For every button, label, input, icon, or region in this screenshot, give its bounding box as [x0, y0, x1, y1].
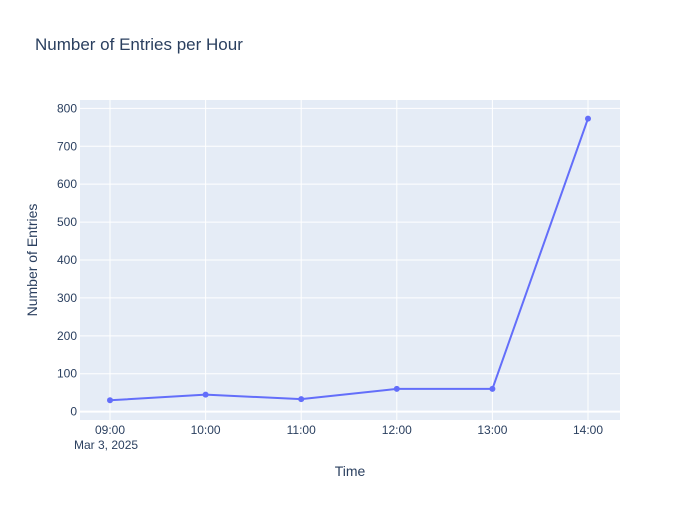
y-tick-label: 0: [70, 405, 77, 419]
data-point: [393, 385, 400, 392]
x-axis-ticks: 09:00 10:00 11:00 12:00 13:00 14:00: [95, 423, 603, 437]
x-axis-title: Time: [335, 463, 366, 479]
data-point: [489, 385, 496, 392]
series-line: [109, 118, 589, 402]
x-tick-label: 12:00: [382, 423, 412, 437]
grid-lines: [80, 100, 620, 420]
series-layer: [109, 118, 589, 402]
data-point: [298, 396, 305, 403]
y-tick-label: 800: [57, 101, 77, 115]
y-tick-label: 700: [57, 139, 77, 153]
y-axis-ticks: 0 100 200 300 400 500 600 700 800: [57, 101, 77, 418]
y-tick-label: 400: [57, 253, 77, 267]
x-tick-label: 11:00: [287, 423, 316, 437]
data-point: [202, 391, 209, 398]
data-point: [585, 115, 591, 122]
x-tick-label: 10:00: [191, 423, 221, 437]
x-tick-label: 14:00: [573, 423, 603, 437]
chart-title: Number of Entries per Hour: [35, 35, 243, 54]
data-points: [107, 115, 591, 404]
y-tick-label: 600: [57, 177, 77, 191]
y-tick-label: 100: [57, 367, 77, 381]
x-tick-label: 09:00: [95, 423, 125, 437]
data-point: [107, 397, 113, 404]
y-tick-label: 300: [57, 291, 77, 305]
x-axis-date-label: Mar 3, 2025: [74, 438, 138, 452]
y-tick-label: 200: [57, 329, 77, 343]
y-tick-label: 500: [57, 215, 77, 229]
y-axis-title: Number of Entries: [24, 204, 40, 317]
x-tick-label: 13:00: [477, 423, 507, 437]
